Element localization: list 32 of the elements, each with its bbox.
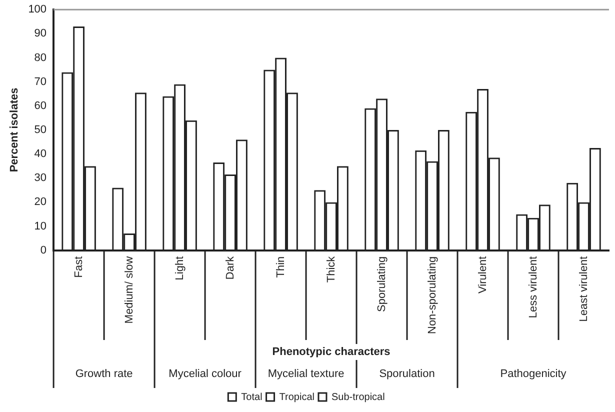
y-tick-label: 10 [34,220,47,232]
y-tick-label: 100 [28,4,47,16]
text: Mycelial texture [268,368,344,380]
x-tick-label: Thick [325,256,338,283]
x-tick-label: Least virulent [578,256,590,322]
legend-label: Sub-tropical [331,392,385,403]
y-tick-label: 90 [34,28,47,40]
text: Mycelial colour [168,368,242,380]
y-tick-label: 80 [34,52,47,64]
x-tick-label: Medium/ slow [123,256,136,324]
y-tick-label: 20 [34,196,47,208]
x-tick-label: Less virulent [527,256,540,318]
x-tick-label: Virulent [476,256,489,294]
x-tick-label: Light [174,256,186,280]
x-axis-title: Phenotypic characters [272,346,390,358]
text: Growth rate [75,368,133,380]
y-tick-label: 50 [34,124,47,136]
y-tick-label: 30 [34,172,47,184]
text: Sporulation [379,368,435,380]
x-tick-label: Non-sporulating [426,256,438,334]
text: Pathogenicity [500,368,567,380]
y-axis-title: Percent isolates [8,88,21,172]
x-tick-label: Fast [72,256,85,278]
x-tick-label: Thin [274,256,287,278]
y-tick-label: 60 [34,100,47,112]
legend-label: Total [241,392,262,403]
y-tick-label: 0 [40,244,47,256]
y-tick-label: 40 [34,148,47,160]
x-tick-label: Dark [224,256,236,280]
y-tick-label: 70 [34,76,47,88]
x-tick-label: Sporulating [376,256,388,312]
legend-label: Tropical [279,392,314,403]
